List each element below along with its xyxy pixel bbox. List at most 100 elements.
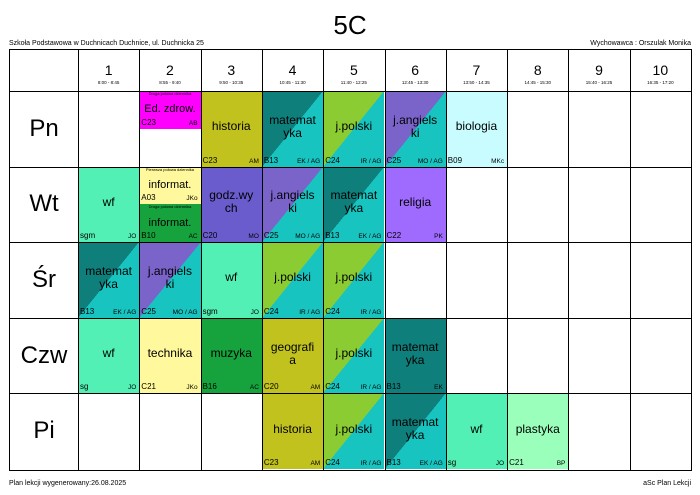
lesson-cell[interactable]: matemat yka B13 EK / AG: [384, 393, 446, 469]
lesson-cell[interactable]: historia C23 AM: [261, 393, 324, 469]
lesson-room: C25: [386, 155, 402, 165]
period-header: 10 16:35 - 17:20: [630, 50, 691, 91]
lesson-teacher: IR / AG: [360, 384, 382, 392]
lesson-room: C24: [325, 306, 340, 316]
lesson-room: B09: [447, 155, 463, 165]
lesson-subject: j.polski: [335, 119, 373, 134]
lesson-cell[interactable]: Druga połowa dziennika informat. B10 AC: [139, 204, 201, 243]
lesson-cell[interactable]: muzyka B16 AC: [200, 317, 262, 394]
lesson-cell[interactable]: matemat yka B13 EK: [384, 317, 446, 394]
lesson-room: A03: [141, 193, 156, 203]
grid-row-line: [10, 91, 691, 92]
lesson-cell[interactable]: godz.wy ch C20 MO: [200, 166, 262, 243]
lesson-room: C21: [141, 382, 156, 392]
lesson-subject: technika: [147, 346, 193, 361]
lesson-subject: matemat yka: [391, 339, 439, 367]
day-label: Czw: [20, 341, 68, 369]
grid-row-line: [10, 393, 691, 395]
period-number: 6: [411, 62, 420, 78]
day-label: Pi: [33, 417, 55, 445]
lesson-teacher: MO / AG: [417, 157, 443, 165]
period-number: 2: [166, 62, 174, 78]
lesson-cell[interactable]: biologia B09 MKc: [445, 91, 508, 167]
lesson-room: B13: [325, 231, 340, 241]
period-number: 3: [227, 62, 236, 78]
lesson-subject: Ed. zdrow.: [144, 103, 196, 116]
lesson-room: B13: [80, 306, 95, 316]
lesson-cell[interactable]: Pierwsza połowa dziennika informat. A03 JKo: [139, 166, 201, 205]
period-time: 14:45 - 15:30: [524, 80, 551, 85]
lesson-cell[interactable]: j.polski C24 IR / AG: [261, 242, 324, 318]
day-label: Śr: [32, 266, 56, 293]
lesson-teacher: BP: [556, 459, 566, 467]
lesson-cell[interactable]: geografi a C20 AM: [261, 317, 324, 394]
lesson-room: C24: [263, 306, 279, 316]
lesson-room: C25: [141, 306, 156, 316]
lesson-subject: j.angiels ki: [393, 112, 438, 140]
lesson-cell[interactable]: j.polski C24 IR / AG: [323, 242, 385, 318]
period-time: 11:40 - 12:25: [340, 80, 367, 85]
lesson-note: Druga połowa dziennika: [148, 204, 192, 210]
lesson-cell[interactable]: j.angiels ki C25 MO / AG: [384, 91, 446, 167]
period-header: 4 10:45 - 11:30: [262, 50, 323, 91]
lesson-room: B10: [141, 231, 156, 241]
app-credit: aSc Plan Lekcji: [643, 480, 691, 487]
lesson-cell[interactable]: j.polski C24 IR / AG: [323, 317, 385, 394]
lesson-cell[interactable]: j.polski C24 IR / AG: [323, 393, 385, 469]
lesson-cell[interactable]: religia C22 PK: [384, 166, 446, 243]
lesson-teacher: AB: [188, 119, 198, 127]
period-number: 10: [652, 62, 669, 78]
lesson-cell[interactable]: historia C23 AM: [200, 91, 262, 167]
lesson-cell[interactable]: j.angiels ki C25 MO / AG: [261, 166, 324, 243]
lesson-subject: plastyka: [515, 421, 560, 436]
period-time: 8:55 - 9:40: [159, 80, 181, 85]
lesson-subject: j.polski: [335, 346, 373, 361]
lesson-teacher: PK: [434, 233, 443, 241]
lesson-cell[interactable]: matemat yka B13 EK / AG: [78, 242, 140, 318]
lesson-teacher: IR / AG: [360, 459, 382, 467]
lesson-cell[interactable]: wf sg JO: [78, 317, 140, 394]
lesson-cell[interactable]: wf sg JO: [445, 393, 508, 469]
period-time: 10:45 - 11:30: [279, 80, 306, 85]
tutor-name: Wychowawca : Orszulak Monika: [590, 40, 691, 47]
lesson-subject: wf: [102, 346, 115, 361]
period-header: 9 15:40 - 16:25: [568, 50, 629, 91]
lesson-note: Pierwsza połowa dziennika: [145, 166, 194, 172]
grid-column-line: [568, 50, 570, 470]
lesson-cell[interactable]: wf sgm JO: [200, 242, 262, 318]
lesson-subject: wf: [470, 421, 483, 436]
page-title: 5C: [333, 10, 367, 40]
lesson-cell[interactable]: plastyka C21 BP: [507, 393, 569, 469]
lesson-subject: wf: [225, 270, 238, 285]
lesson-room: sg: [80, 382, 89, 392]
lesson-cell[interactable]: wf sgm JO: [78, 166, 140, 243]
grid-column-line: [445, 50, 447, 470]
lesson-subject: historia: [211, 119, 251, 134]
period-header: 6 12:45 - 13:30: [385, 50, 446, 91]
lesson-teacher: JO: [127, 384, 137, 392]
lesson-room: sgm: [80, 231, 96, 241]
grid-column-line: [384, 50, 386, 470]
lesson-subject: historia: [273, 421, 312, 436]
lesson-cell[interactable]: j.angiels ki C25 MO / AG: [139, 242, 201, 318]
lesson-cell[interactable]: Druga połowa dziennika Ed. zdrow. C23 AB: [139, 91, 201, 129]
lesson-subject: j.polski: [335, 421, 373, 436]
period-header: 8 14:45 - 15:30: [507, 50, 568, 91]
lesson-teacher: EK: [434, 384, 443, 392]
lesson-cell[interactable]: j.polski C24 IR / AG: [323, 91, 385, 167]
grid-column-line: [139, 50, 141, 470]
lesson-room: B16: [202, 382, 217, 392]
period-time: 15:40 - 16:25: [585, 80, 613, 85]
lesson-subject: muzyka: [210, 346, 252, 361]
lesson-room: C21: [509, 457, 524, 467]
lesson-cell[interactable]: technika C21 JKo: [139, 317, 201, 394]
lesson-teacher: JO: [250, 308, 259, 316]
lesson-room: C25: [263, 231, 279, 241]
lesson-teacher: JO: [127, 233, 137, 241]
school-name: Szkoła Podstawowa w Duchnicach Duchnice,…: [9, 40, 204, 47]
lesson-cell[interactable]: matemat yka B13 EK / AG: [323, 166, 385, 243]
lesson-subject: matemat yka: [269, 112, 316, 140]
grid-column-line: [78, 50, 79, 470]
period-time: 9:50 - 10:35: [219, 80, 244, 85]
lesson-cell[interactable]: matemat yka B13 EK / AG: [261, 91, 324, 167]
